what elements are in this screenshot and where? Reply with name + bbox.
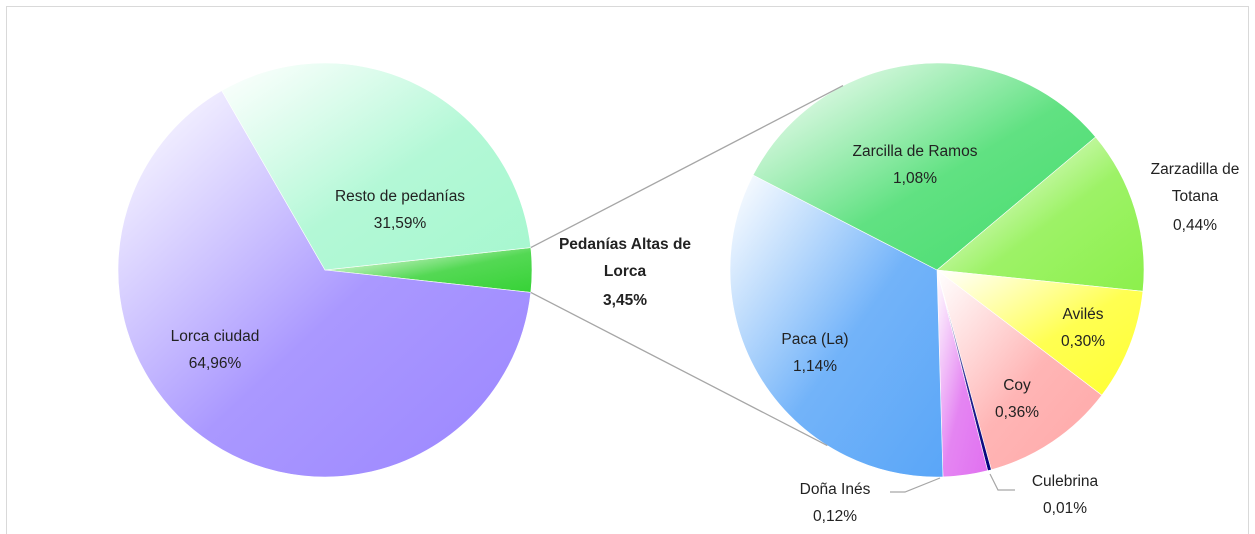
- connector-line: [530, 84, 844, 249]
- value-label: 0,01%: [1043, 500, 1087, 517]
- pie-slice: [221, 62, 532, 271]
- category-label: Culebrina: [1031, 473, 1099, 490]
- category-label: Doña Inés: [799, 481, 871, 498]
- value-label: 0,36%: [995, 404, 1039, 421]
- value-label: 0,12%: [813, 508, 857, 525]
- pie-slice: [752, 62, 1096, 271]
- pie-slice: [935, 269, 1144, 396]
- chart-frame: [6, 6, 1249, 534]
- category-label: Avilés: [1062, 306, 1104, 323]
- leader-line: [989, 473, 1015, 491]
- category-label: Pedanías Altas de Lorca: [558, 236, 692, 280]
- category-label: Zarzadilla de Totana: [1150, 161, 1240, 205]
- category-label: Lorca ciudad: [170, 328, 260, 345]
- connector-line: [530, 291, 828, 447]
- category-label: Resto de pedanías: [334, 188, 466, 205]
- pie-slice: [936, 269, 1103, 471]
- value-label: 64,96%: [188, 355, 242, 372]
- value-label: 0,44%: [1173, 217, 1217, 234]
- pie-slice: [117, 90, 532, 478]
- leader-line: [890, 477, 941, 493]
- category-label: Paca (La): [781, 331, 849, 348]
- category-label: Coy: [1003, 377, 1031, 394]
- pie-slice: [729, 174, 944, 478]
- value-label: 0,30%: [1061, 333, 1105, 350]
- value-label: 3,45%: [603, 292, 647, 309]
- value-label: 1,08%: [893, 170, 937, 187]
- pie-slice: [936, 136, 1145, 292]
- category-label: Zarcilla de Ramos: [852, 143, 978, 160]
- value-label: 31,59%: [373, 215, 427, 232]
- value-label: 1,14%: [793, 358, 837, 375]
